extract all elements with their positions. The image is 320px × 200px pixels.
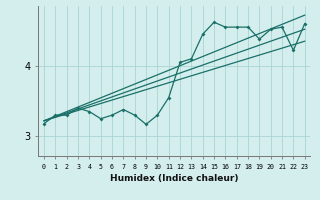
X-axis label: Humidex (Indice chaleur): Humidex (Indice chaleur) xyxy=(110,174,239,183)
